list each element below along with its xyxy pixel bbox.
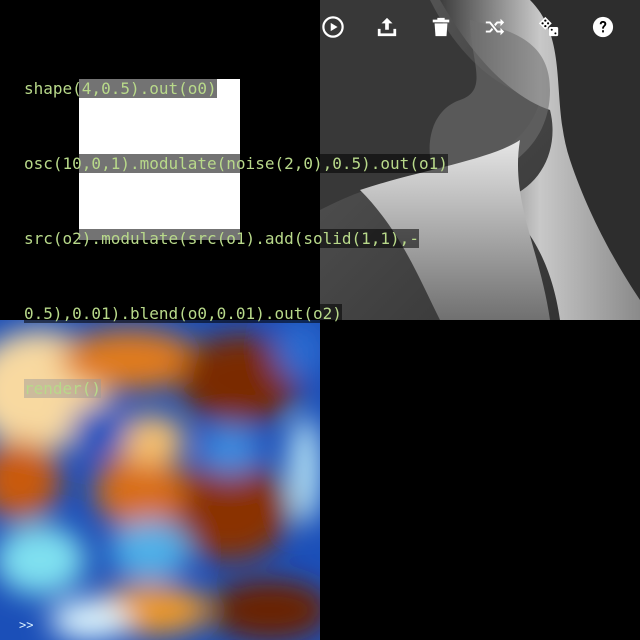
code-text: shape(4,0.5).out(o0) <box>24 79 217 98</box>
code-line-5: render() <box>24 376 464 401</box>
code-text: render() <box>24 379 102 398</box>
code-line-4: 0.5),0.01).blend(o0,0.01).out(o2) <box>24 301 464 326</box>
code-text: src(o2).modulate(src(o1).add(solid(1,1),… <box>24 229 419 248</box>
code-editor[interactable]: shape(4,0.5).out(o0) osc(10,0,1).modulat… <box>24 26 464 451</box>
console-prompt[interactable]: >> <box>19 618 34 632</box>
shuffle-button[interactable] <box>468 10 522 44</box>
shuffle-icon <box>485 18 505 36</box>
help-icon <box>592 16 614 38</box>
output-o3 <box>320 320 640 640</box>
code-line-3: src(o2).modulate(src(o1).add(solid(1,1),… <box>24 226 464 251</box>
code-line-1: shape(4,0.5).out(o0) <box>24 76 464 101</box>
upload-icon <box>377 17 397 37</box>
dice-icon <box>538 16 559 37</box>
toolbar <box>306 10 630 44</box>
clear-button[interactable] <box>414 10 468 44</box>
code-line-2: osc(10,0,1).modulate(noise(2,0),0.5).out… <box>24 151 464 176</box>
run-button[interactable] <box>306 10 360 44</box>
random-button[interactable] <box>522 10 576 44</box>
trash-icon <box>432 17 450 37</box>
help-button[interactable] <box>576 10 630 44</box>
share-button[interactable] <box>360 10 414 44</box>
output-o2 <box>0 320 320 640</box>
play-icon <box>322 16 344 38</box>
code-text: 0.5),0.01).blend(o0,0.01).out(o2) <box>24 304 342 323</box>
code-text: osc(10,0,1).modulate(noise(2,0),0.5).out… <box>24 154 448 173</box>
color-pattern <box>0 320 320 640</box>
